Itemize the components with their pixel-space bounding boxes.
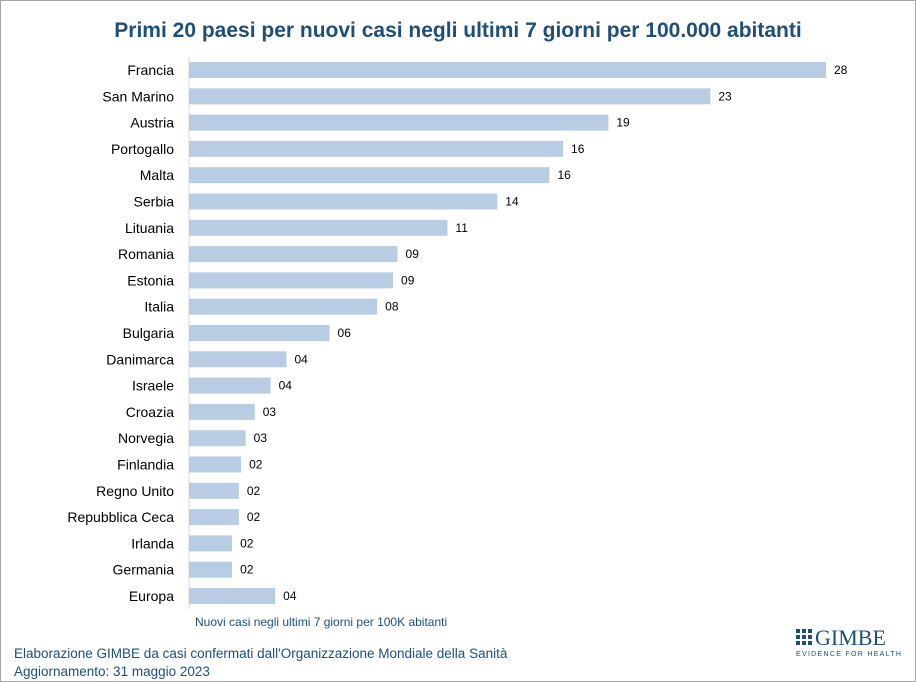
bar-san-marino — [189, 88, 711, 105]
bar-portogallo — [189, 140, 564, 157]
category-label: Danimarca — [106, 351, 174, 367]
value-label: 03 — [254, 431, 268, 445]
value-label: 23 — [718, 89, 732, 103]
bar-croazia — [189, 403, 255, 420]
value-label: 06 — [338, 326, 352, 340]
value-label: 02 — [240, 563, 254, 577]
category-label: Italia — [144, 299, 174, 315]
category-label: Portogallo — [111, 141, 174, 157]
bar-danimarca — [189, 351, 287, 368]
value-label: 28 — [834, 63, 848, 77]
value-label: 16 — [571, 142, 585, 156]
bar-regno-unito — [189, 482, 239, 499]
category-label: Romania — [118, 246, 174, 262]
category-label: Irlanda — [131, 535, 174, 551]
bar-austria — [189, 114, 609, 131]
value-label: 14 — [505, 195, 519, 209]
category-label: Francia — [127, 62, 174, 78]
bar-israele — [189, 377, 271, 394]
source-footer: Elaborazione GIMBE da casi confermati da… — [14, 645, 507, 681]
category-label: Malta — [140, 167, 174, 183]
category-label: Norvegia — [118, 430, 174, 446]
value-label: 02 — [249, 458, 263, 472]
category-label: Estonia — [127, 272, 174, 288]
category-label: Finlandia — [117, 457, 174, 473]
bar-italia — [189, 298, 378, 315]
source-note: Elaborazione GIMBE da casi confermati da… — [14, 646, 508, 661]
category-label: Germania — [113, 562, 175, 578]
value-label: 04 — [279, 379, 293, 393]
value-label: 04 — [283, 589, 297, 603]
logo-wordmark: GIMBE — [815, 625, 886, 650]
value-label: 08 — [385, 300, 399, 314]
bar-francia — [189, 62, 826, 78]
category-label: Bulgaria — [123, 325, 175, 341]
category-label: Israele — [132, 378, 174, 394]
value-label: 03 — [263, 405, 277, 419]
category-label: Serbia — [134, 194, 175, 210]
category-label: Lituania — [125, 220, 174, 236]
category-label: Regno Unito — [96, 483, 174, 499]
category-label: Repubblica Ceca — [67, 509, 174, 525]
value-label: 16 — [557, 168, 571, 182]
category-label: Europa — [129, 588, 174, 604]
bar-estonia — [189, 272, 394, 289]
bar-irlanda — [189, 535, 233, 552]
logo-grid-icon — [796, 629, 812, 645]
category-label: San Marino — [102, 88, 174, 104]
bar-germania — [189, 561, 233, 578]
bar-finlandia — [189, 456, 242, 473]
value-label: 09 — [406, 247, 420, 261]
bar-norvegia — [189, 430, 246, 447]
bar-europa — [189, 588, 276, 604]
value-label: 11 — [455, 221, 468, 235]
logo-tagline: EVIDENCE FOR HEALTH — [796, 651, 903, 658]
value-label: 19 — [616, 116, 630, 130]
bar-romania — [189, 246, 398, 263]
bar-malta — [189, 167, 550, 184]
bar-serbia — [189, 193, 498, 210]
value-label: 02 — [247, 510, 261, 524]
value-label: 04 — [294, 352, 308, 366]
category-label: Austria — [130, 115, 174, 131]
bar-repubblica-ceca — [189, 509, 239, 526]
bar-lituania — [189, 219, 448, 236]
category-label: Croazia — [126, 404, 174, 420]
value-label: 02 — [240, 536, 254, 550]
value-label: 09 — [401, 273, 415, 287]
x-axis-label: Nuovi casi negli ultimi 7 giorni per 100… — [195, 615, 448, 629]
update-date: Aggiornamento: 31 maggio 2023 — [14, 664, 210, 679]
gimbe-logo: GIMBE EVIDENCE FOR HEALTH — [796, 625, 903, 663]
chart-title: Primi 20 paesi per nuovi casi negli ulti… — [114, 19, 802, 42]
value-label: 02 — [247, 484, 261, 498]
bar-bulgaria — [189, 325, 330, 341]
